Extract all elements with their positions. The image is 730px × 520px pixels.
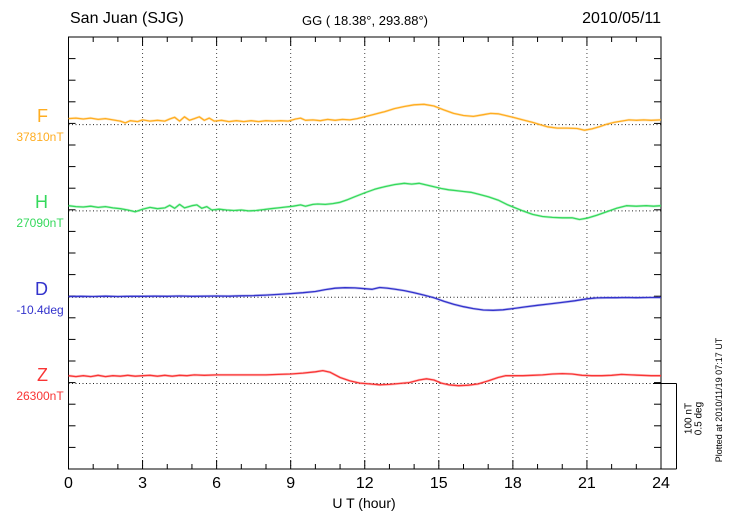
x-tick-label: 3 bbox=[138, 475, 148, 492]
trace-H bbox=[68, 182, 662, 221]
x-tick-label: 21 bbox=[578, 475, 596, 492]
trace-baseline-D: -10.4deg bbox=[16, 303, 64, 317]
trace-D bbox=[68, 286, 661, 311]
x-tick-label: 15 bbox=[429, 475, 448, 492]
scale-bar-label-deg: 0.5 deg bbox=[693, 401, 705, 436]
trace-halo-D bbox=[68, 286, 661, 312]
trace-baseline-H: 27090nT bbox=[16, 216, 64, 230]
trace-label-H: H bbox=[35, 192, 48, 212]
trace-label-Z: Z bbox=[37, 365, 48, 385]
x-tick-label: 18 bbox=[503, 475, 522, 492]
plotted-at-timestamp: Plotted at 2010/11/19 07:17 UT bbox=[714, 337, 724, 463]
trace-label-D: D bbox=[35, 279, 48, 299]
x-tick-label: 0 bbox=[64, 475, 73, 492]
x-tick-label: 12 bbox=[355, 475, 374, 492]
trace-baseline-F: 37810nT bbox=[16, 130, 64, 144]
trace-baseline-Z: 26300nT bbox=[16, 389, 64, 403]
station-title: San Juan (SJG) bbox=[70, 10, 184, 27]
trace-Z bbox=[68, 369, 661, 387]
plot-date: 2010/05/11 bbox=[582, 10, 661, 27]
x-tick-label: 9 bbox=[286, 475, 296, 492]
trace-label-F: F bbox=[37, 106, 48, 126]
geographic-coordinates: GG ( 18.38°, 293.88°) bbox=[301, 13, 429, 28]
x-tick-label: 6 bbox=[212, 475, 222, 492]
x-tick-label: 24 bbox=[652, 475, 670, 492]
x-axis-title: U T (hour) bbox=[332, 495, 396, 511]
trace-F bbox=[68, 103, 662, 131]
